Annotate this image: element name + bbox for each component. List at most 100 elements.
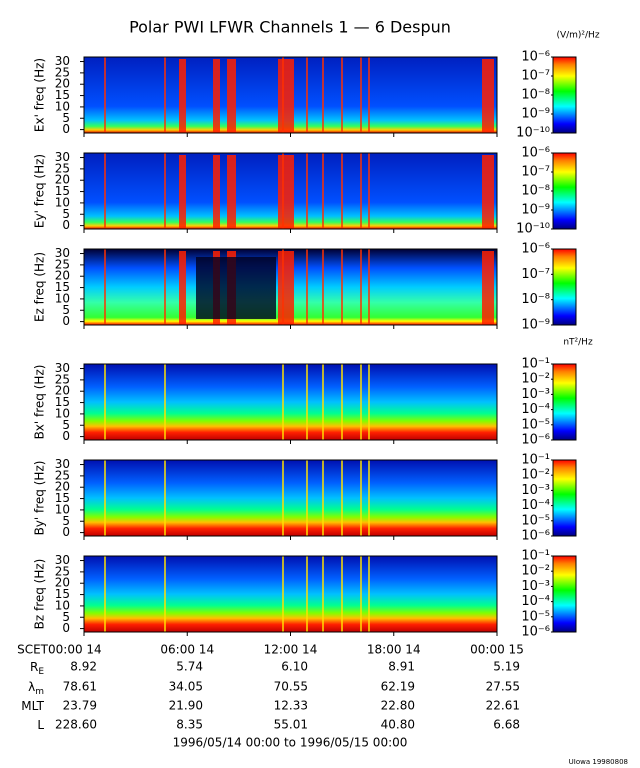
y-tick-label: 30	[55, 246, 70, 260]
ephemeris-label: λm	[28, 680, 44, 697]
event-band	[278, 251, 294, 325]
colorbar-tick-label: 10⁻⁵	[521, 417, 550, 432]
colorbar-tick-label: 10⁻¹	[521, 357, 550, 372]
ephemeris-value: 8.35	[176, 718, 203, 732]
colorbar	[552, 459, 577, 537]
y-tick-label: 20	[55, 384, 70, 398]
y-tick-label: 15	[55, 491, 70, 505]
y-tick-label: 0	[62, 525, 70, 539]
ephemeris-label-sub: m	[35, 687, 44, 697]
ephemeris-value: 22.80	[381, 699, 415, 713]
colorbar-tick-label: 10⁻⁹	[521, 318, 550, 333]
ephemeris-value: 34.05	[169, 680, 203, 694]
ephemeris-label-main: MLT	[21, 699, 44, 713]
y-tick-label: 15	[55, 395, 70, 409]
y-tick-label: 5	[62, 514, 70, 528]
y-tick-label: 10	[55, 406, 70, 420]
ephemeris-value: 21.90	[169, 699, 203, 713]
date-range: 1996/05/14 00:00 to 1996/05/15 00:00	[173, 736, 408, 750]
y-tick-label: 5	[62, 207, 70, 221]
y-tick-label: 10	[55, 195, 70, 209]
colorbar-tick-label: 10⁻⁵	[521, 609, 550, 624]
y-tick-label: 20	[55, 269, 70, 283]
y-tick-label: 10	[55, 598, 70, 612]
colorbar-tick-label: 10⁻⁸	[521, 184, 550, 199]
colorbar-unit: nT²/Hz	[563, 338, 593, 348]
event-band	[227, 59, 236, 133]
x-tick-label: 06:00 14	[160, 643, 214, 657]
y-axis-label: Bz freq (Hz)	[33, 559, 47, 630]
colorbar-tick-label: 10⁻⁶	[521, 529, 550, 544]
x-axis-label: SCET	[17, 643, 49, 657]
colorbar-tick-label: 10⁻²	[521, 564, 550, 579]
y-tick-label: 30	[55, 361, 70, 375]
x-tick-label: 18:00 14	[367, 643, 421, 657]
y-tick-label: 20	[55, 480, 70, 494]
y-tick-label: 0	[62, 218, 70, 232]
event-band	[482, 155, 494, 229]
y-tick-label: 5	[62, 610, 70, 624]
y-tick-label: 15	[55, 184, 70, 198]
ephemeris-value: 228.60	[55, 718, 97, 732]
y-axis-label: By' freq (Hz)	[33, 461, 47, 536]
event-band	[179, 59, 186, 133]
event-band	[213, 155, 220, 229]
y-tick-label: 0	[62, 621, 70, 635]
colorbar-tick-label: 10⁻⁶	[521, 625, 550, 640]
colorbar-tick-label: 10⁻⁹	[521, 107, 550, 122]
ephemeris-value: 22.61	[486, 699, 520, 713]
chart-title: Polar PWI LFWR Channels 1 — 6 Despun	[129, 18, 451, 37]
y-tick-label: 25	[55, 372, 70, 386]
colorbar-tick-label: 10⁻⁶	[521, 146, 550, 161]
ephemeris-label-main: R	[30, 660, 38, 674]
y-tick-label: 30	[55, 553, 70, 567]
colorbar-tick-label: 10⁻⁶	[521, 50, 550, 65]
x-tick-label: 00:00 14	[48, 643, 102, 657]
y-tick-label: 10	[55, 291, 70, 305]
y-tick-label: 25	[55, 161, 70, 175]
ephemeris-value: 5.74	[176, 660, 203, 674]
event-band	[179, 251, 186, 325]
colorbar-tick-label: 10⁻⁷	[521, 69, 550, 84]
colorbar	[552, 152, 577, 230]
y-tick-label: 20	[55, 576, 70, 590]
ephemeris-label: MLT	[21, 699, 44, 713]
quiet-region	[196, 257, 276, 319]
footer: UIowa 19980808	[569, 758, 628, 766]
spectrogram	[84, 364, 497, 440]
event-band	[227, 155, 236, 229]
colorbar-tick-label: 10⁻⁷	[521, 267, 550, 282]
event-band	[278, 59, 294, 133]
ephemeris-label: L	[37, 718, 44, 732]
y-tick-label: 30	[55, 457, 70, 471]
colorbar-tick-label: 10⁻¹	[521, 549, 550, 564]
colorbar-tick-label: 10⁻²	[521, 372, 550, 387]
y-axis-label: Bx' freq (Hz)	[33, 365, 47, 440]
y-tick-label: 30	[55, 54, 70, 68]
colorbar-tick-label: 10⁻⁴	[521, 402, 550, 417]
y-tick-label: 15	[55, 88, 70, 102]
y-tick-label: 0	[62, 429, 70, 443]
y-tick-label: 0	[62, 122, 70, 136]
ephemeris-label-sub: E	[38, 667, 44, 677]
y-tick-label: 5	[62, 111, 70, 125]
colorbar-tick-label: 10⁻⁷	[521, 165, 550, 180]
colorbar-tick-label: 10⁻¹⁰	[516, 222, 550, 237]
y-axis-label: Ex' freq (Hz)	[33, 58, 47, 132]
x-tick-label: 12:00 14	[264, 643, 318, 657]
spectrogram	[84, 556, 497, 632]
colorbar-tick-label: 10⁻⁹	[521, 203, 550, 218]
y-tick-label: 25	[55, 564, 70, 578]
ephemeris-value: 5.19	[493, 660, 520, 674]
ephemeris-value: 40.80	[381, 718, 415, 732]
colorbar-tick-label: 10⁻¹⁰	[516, 126, 550, 141]
colorbar-tick-label: 10⁻⁸	[521, 88, 550, 103]
y-tick-label: 0	[62, 314, 70, 328]
ephemeris-value: 6.10	[281, 660, 308, 674]
event-band	[482, 251, 494, 325]
y-axis-label: Ez freq (Hz)	[33, 252, 47, 322]
y-tick-label: 15	[55, 280, 70, 294]
colorbar	[552, 363, 577, 441]
colorbar-tick-label: 10⁻⁶	[521, 433, 550, 448]
colorbar-tick-label: 10⁻⁴	[521, 498, 550, 513]
